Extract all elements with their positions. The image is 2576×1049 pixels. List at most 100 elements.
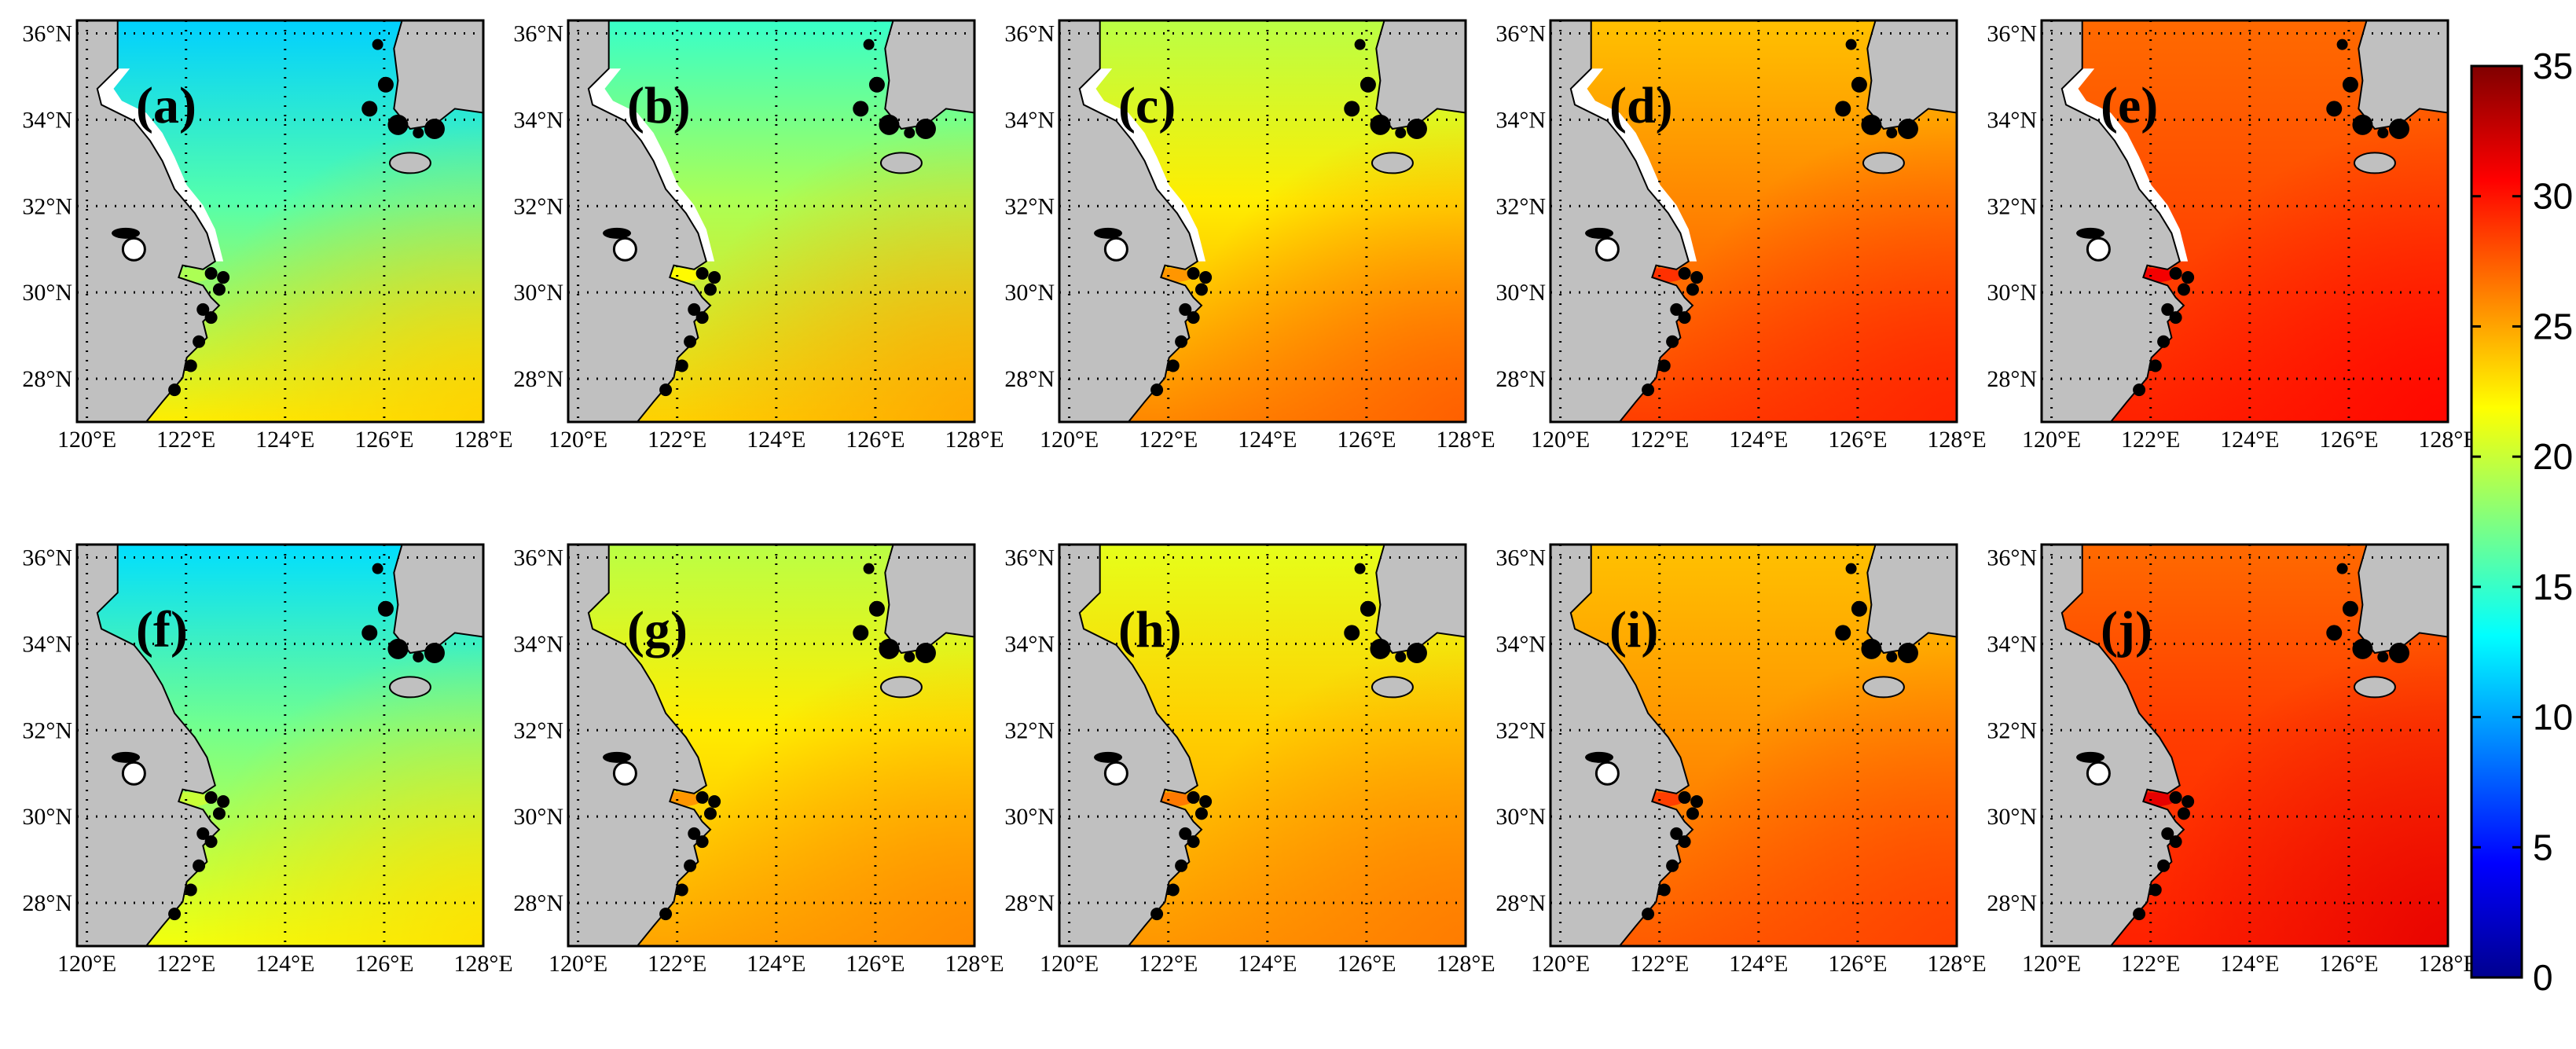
lat-tick-label: 32°N [1495, 717, 1546, 743]
island [184, 883, 197, 897]
taihu-lake [612, 237, 637, 262]
lon-tick-label: 128°E [453, 427, 512, 453]
lon-tick-label: 128°E [2418, 427, 2477, 453]
island [695, 790, 709, 804]
island [1187, 835, 1200, 849]
island [2177, 807, 2190, 820]
island [915, 642, 936, 663]
lat-tick-label: 34°N [1987, 107, 2037, 133]
island [2133, 383, 2146, 397]
lon-tick-label: 122°E [1139, 427, 1198, 453]
lat-tick-label: 34°N [22, 107, 72, 133]
lon-tick-label: 126°E [2319, 427, 2378, 453]
china-mainland [1059, 545, 1203, 946]
island [1585, 227, 1614, 239]
lat-tick-label: 28°N [513, 366, 563, 392]
map-frame [1058, 543, 1467, 948]
panel-e: 120°E 122°E 124°E 126°E 128°E 28°N 30°N 32°N 34°… [1987, 19, 2478, 453]
lat-tick-label: 28°N [22, 366, 72, 392]
lon-tick-label: 124°E [2220, 427, 2279, 453]
graticule [2042, 545, 2448, 946]
island [868, 76, 885, 93]
taihu-lake [1594, 761, 1620, 786]
map-frame [567, 543, 976, 948]
island [204, 790, 218, 804]
colorbar-tick-label: 35 [2533, 46, 2573, 86]
colorbar-tick-label: 25 [2533, 306, 2573, 347]
island [2352, 638, 2373, 659]
korea-peninsula [393, 20, 483, 130]
lat-tick-label: 28°N [1987, 890, 2037, 916]
island [168, 908, 182, 921]
island [1406, 118, 1427, 139]
island [1360, 600, 1376, 617]
island [1861, 114, 1882, 135]
island [2326, 625, 2343, 641]
island [2182, 795, 2195, 809]
lat-tick-label: 32°N [22, 717, 72, 743]
island [212, 283, 226, 296]
island [1344, 101, 1360, 117]
lat-tick-label: 34°N [1987, 631, 2037, 657]
island [688, 303, 701, 316]
island [1360, 76, 1376, 93]
colorbar-tick-label: 5 [2533, 827, 2553, 867]
colorbar-tick-label: 15 [2533, 567, 2573, 607]
island [1370, 114, 1391, 135]
lon-tick-label: 122°E [2121, 951, 2180, 977]
lon-tick-label: 120°E [1531, 951, 1590, 977]
taihu-lake [121, 237, 146, 262]
island [1690, 795, 1704, 809]
map-frame [1549, 19, 1958, 424]
lon-tick-label: 126°E [354, 427, 413, 453]
island [2169, 835, 2182, 849]
korea-peninsula [884, 545, 974, 655]
panel-label: (d) [1609, 77, 1673, 134]
island [1344, 625, 1360, 641]
island [904, 127, 916, 139]
lon-tick-label: 120°E [1040, 427, 1099, 453]
island [193, 859, 206, 872]
island [204, 311, 218, 325]
lat-tick-label: 32°N [1987, 717, 2037, 743]
island [695, 835, 709, 849]
graticule [568, 20, 974, 422]
lat-tick-label: 34°N [1004, 631, 1055, 657]
china-mainland [568, 20, 712, 422]
island [361, 101, 378, 117]
island [904, 651, 916, 663]
panel-h: 120°E 122°E 124°E 126°E 128°E 28°N 30°N 32°N 34°… [1004, 543, 1495, 977]
island [2352, 114, 2373, 135]
island [1678, 790, 1691, 804]
lat-tick-label: 32°N [513, 717, 563, 743]
taihu-lake [1594, 237, 1620, 262]
graticule [77, 20, 483, 422]
coastal-mudflat-strip [1570, 68, 1697, 262]
lon-tick-label: 124°E [1238, 951, 1297, 977]
panel-g: 120°E 122°E 124°E 126°E 128°E 28°N 30°N 32°N 34°… [513, 543, 1004, 977]
china-mainland [2042, 545, 2185, 946]
panel-label: (e) [2101, 77, 2158, 134]
colorbar-tick-label: 10 [2533, 697, 2573, 738]
island [1678, 311, 1691, 325]
lon-tick-label: 126°E [354, 951, 413, 977]
colorbar: 0 5 10 15 20 25 30 35 [2470, 46, 2573, 998]
china-mainland [2042, 20, 2185, 422]
lon-tick-label: 122°E [156, 951, 215, 977]
panel-f: 120°E 122°E 124°E 126°E 128°E 28°N 30°N 32°N 34°… [22, 543, 513, 977]
panel-label: (h) [1118, 601, 1182, 658]
jeju-island [879, 152, 923, 174]
island [2076, 751, 2105, 763]
lat-tick-label: 28°N [1987, 366, 2037, 392]
lat-tick-label: 28°N [22, 890, 72, 916]
map-frame [1549, 543, 1958, 948]
lon-tick-label: 122°E [648, 951, 706, 977]
lon-tick-label: 126°E [846, 951, 905, 977]
map-frame [2040, 543, 2449, 948]
island [1175, 335, 1188, 348]
island [217, 795, 230, 809]
lat-tick-label: 32°N [1004, 717, 1055, 743]
lon-tick-label: 122°E [1139, 951, 1198, 977]
lon-tick-label: 126°E [1337, 951, 1396, 977]
jeju-island [2353, 676, 2396, 699]
